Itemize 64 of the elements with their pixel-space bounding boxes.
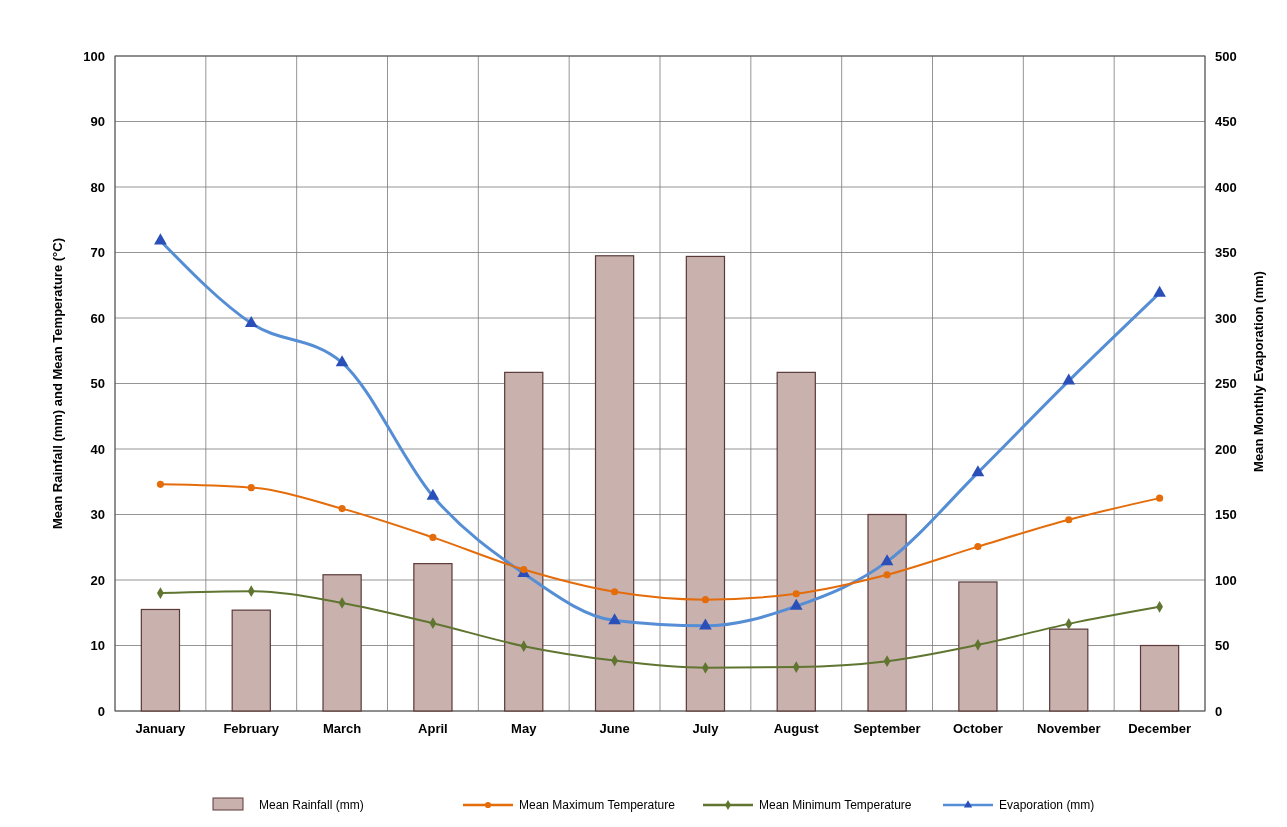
bar (413, 563, 453, 712)
y2-tick-label: 450 (1215, 114, 1237, 130)
y2-tick-label: 250 (1215, 376, 1237, 392)
point (792, 590, 800, 598)
y-tick-label: 10 (90, 638, 105, 654)
y-tick-label: 70 (90, 245, 105, 261)
x-tick-label: June (599, 721, 630, 736)
legend-label: Mean Minimum Temperature (759, 798, 912, 813)
y-tick-label: 100 (83, 48, 105, 64)
bar (1049, 628, 1089, 712)
y2-tick-label: 200 (1215, 441, 1237, 457)
y-tick-label: 40 (90, 441, 105, 457)
y-tick-label: 90 (90, 114, 105, 130)
point (611, 588, 619, 596)
bar (685, 255, 726, 712)
x-tick-label: February (223, 721, 280, 736)
x-tick-label: October (952, 721, 1003, 736)
point (338, 505, 346, 513)
x-tick-label: March (322, 721, 362, 736)
x-tick-label: September (853, 721, 921, 736)
point (1065, 516, 1073, 524)
bar (776, 371, 816, 712)
legend-label: Mean Rainfall (mm) (259, 798, 364, 813)
legend-label: Mean Maximum Temperature (519, 798, 676, 813)
y2-tick-label: 400 (1215, 179, 1237, 195)
x-tick-label: November (1036, 721, 1101, 736)
y-tick-label: 0 (97, 703, 105, 719)
y2-tick-label: 0 (1215, 703, 1223, 719)
y2-tick-label: 300 (1215, 310, 1237, 326)
bar (867, 513, 907, 712)
y2-axis-title: Mean Monthly Evaporation (mm) (1251, 271, 1266, 472)
y-tick-label: 30 (90, 507, 105, 523)
y2-tick-label: 50 (1215, 638, 1230, 654)
point (701, 596, 709, 604)
bar (594, 255, 635, 712)
bar (322, 574, 362, 712)
point (883, 571, 891, 579)
x-tick-label: December (1128, 721, 1192, 736)
x-tick-label: January (135, 721, 187, 736)
point (1156, 494, 1164, 502)
y2-tick-label: 100 (1215, 572, 1237, 588)
y2-tick-label: 500 (1215, 48, 1237, 64)
point (429, 533, 437, 541)
bar (1139, 644, 1180, 712)
x-tick-label: July (692, 721, 720, 736)
bar (231, 609, 271, 712)
y-tick-label: 80 (90, 179, 105, 195)
point (156, 480, 164, 488)
bar (140, 608, 181, 712)
x-tick-label: May (511, 721, 538, 736)
y2-tick-label: 350 (1215, 245, 1237, 261)
legend-label: Evaporation (mm) (999, 798, 1095, 813)
y-tick-label: 50 (90, 376, 105, 392)
x-tick-label: August (773, 721, 820, 736)
x-tick-label: April (418, 721, 448, 736)
point (520, 565, 528, 574)
point (974, 543, 982, 551)
y2-tick-label: 150 (1215, 507, 1237, 523)
y-tick-label: 20 (90, 572, 105, 588)
point (247, 484, 255, 492)
y-axis-title: Mean Rainfall (mm) and Mean Temperature (°C) (50, 237, 65, 530)
bar (958, 581, 998, 712)
bar (504, 371, 544, 712)
y-tick-label: 60 (90, 310, 105, 326)
